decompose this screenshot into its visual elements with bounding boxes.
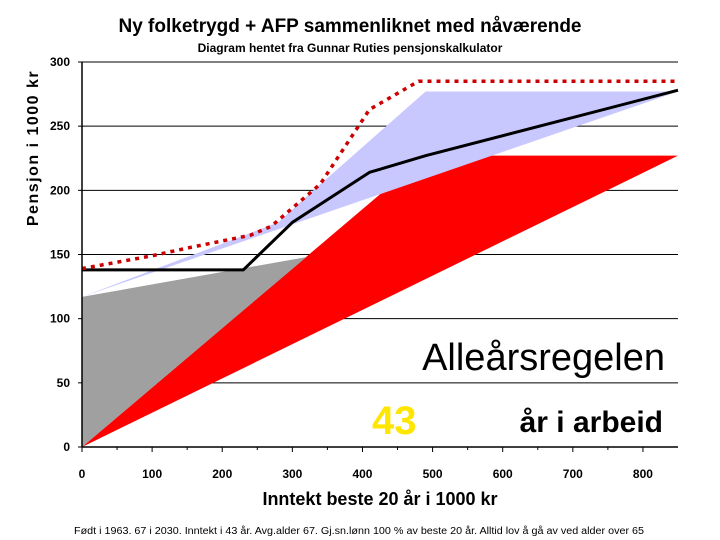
area-series-2 [82, 91, 678, 297]
y-tick-label-250: 250 [50, 119, 70, 133]
chart-subtitle: Diagram hentet fra Gunnar Ruties pensjon… [198, 41, 503, 55]
x-tick-label-0: 0 [79, 467, 86, 481]
x-tick-label-100: 100 [142, 467, 162, 481]
x-tick-label-700: 700 [563, 467, 583, 481]
y-tick-label-300: 300 [50, 55, 70, 69]
y-tick-label-50: 50 [57, 376, 71, 390]
x-tick-label-200: 200 [212, 467, 232, 481]
x-tick-label-500: 500 [423, 467, 443, 481]
area-series [82, 91, 678, 447]
dotted-series-4 [81, 79, 678, 271]
x-tick-label-600: 600 [493, 467, 513, 481]
annotation-years-text: år i arbeid [520, 406, 663, 439]
y-tick-label-200: 200 [50, 183, 70, 197]
x-tick-label-300: 300 [282, 467, 302, 481]
annotation-years-number: 43 [372, 399, 417, 443]
chart-title: Ny folketrygd + AFP sammenliknet med nåv… [118, 16, 581, 37]
area-series-1 [82, 257, 307, 447]
area-series-0 [82, 155, 678, 447]
y-tick-label-0: 0 [63, 440, 70, 454]
line-series-3 [82, 88, 679, 272]
y-tick-labels: 0 50 100 150 200 250 300 [50, 55, 70, 454]
x-axis-label: Inntekt beste 20 år i 1000 kr [262, 489, 497, 509]
plot-area [78, 61, 679, 452]
y-axis-label: Pensjon i 1000 kr [25, 70, 42, 226]
x-tick-label-800: 800 [633, 467, 653, 481]
axes [78, 61, 678, 452]
x-tick-labels: 0 100 200 300 400 500 600 700 800 [79, 467, 654, 481]
y-tick-label-150: 150 [50, 248, 70, 262]
annotation-rule: Alleårsregelen [422, 337, 665, 379]
x-tick-label-400: 400 [352, 467, 372, 481]
line-series [81, 79, 679, 272]
y-tick-label-100: 100 [50, 312, 70, 326]
chart-footnote: Født i 1963. 67 i 2030. Inntekt i 43 år.… [74, 525, 644, 537]
